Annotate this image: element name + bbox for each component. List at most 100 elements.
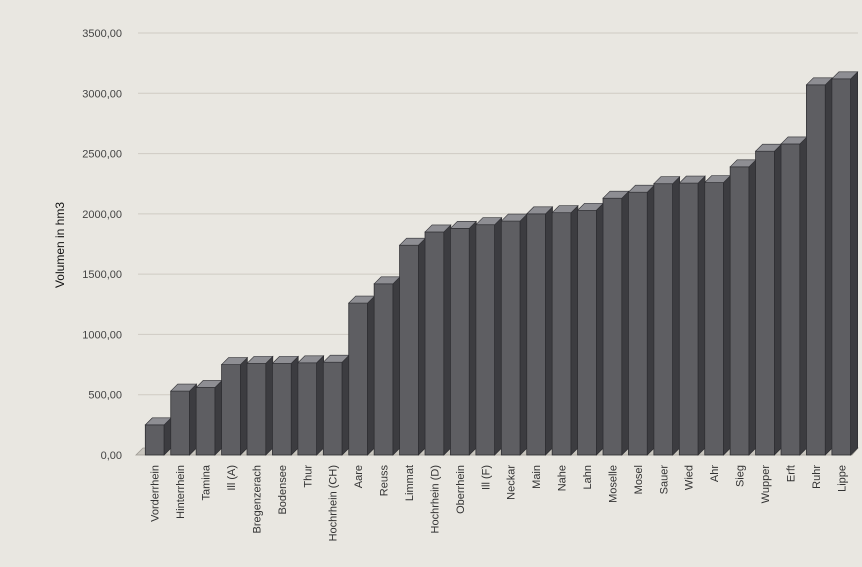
y-tick-label: 0,00 <box>101 450 122 462</box>
x-category-label: Lahn <box>582 465 594 489</box>
y-axis-title: Volumen in hm3 <box>53 202 67 288</box>
y-tick-label: 3500,00 <box>82 28 122 40</box>
bar <box>551 204 579 456</box>
bar-front <box>399 244 419 456</box>
y-tick-label: 2000,00 <box>82 209 122 221</box>
bar-front <box>602 197 623 456</box>
bar-front <box>526 213 546 456</box>
x-category-label: Ahr <box>709 465 721 482</box>
bar <box>500 213 528 456</box>
x-category-label: Reuss <box>379 465 391 497</box>
bar-side <box>240 356 248 456</box>
bar-side <box>799 136 808 456</box>
bar-top <box>805 77 833 86</box>
bar-front <box>551 212 572 456</box>
x-category-label: Bregenzerach <box>251 465 263 534</box>
bar-side <box>316 355 324 456</box>
bar-top <box>653 176 681 185</box>
bar-side <box>189 383 197 456</box>
bar-front <box>577 209 597 456</box>
bar-top <box>449 221 477 229</box>
x-axis-category-labels: Vorderrhein Hinterrhein Tamina Ill (A) Brege… <box>150 464 849 541</box>
x-category-label: Oberrhein <box>455 465 467 514</box>
bar <box>170 383 198 456</box>
bar <box>220 356 249 456</box>
x-category-label: Wied <box>684 465 696 490</box>
bar-top <box>220 357 249 365</box>
bar-front <box>348 302 368 456</box>
x-category-label: Thur <box>302 465 314 488</box>
bar <box>195 379 223 456</box>
bar-side <box>596 202 604 456</box>
bar-top <box>424 224 452 233</box>
bar-front <box>780 143 801 456</box>
bar-side <box>723 174 731 456</box>
bar-top <box>170 383 198 392</box>
bar-front <box>450 227 470 456</box>
bar <box>526 206 554 456</box>
bar-top <box>602 190 630 199</box>
x-category-label: Ruhr <box>811 465 823 489</box>
bar-side <box>494 216 502 456</box>
bar-front <box>729 166 750 456</box>
x-category-label: Ill (F) <box>480 465 492 490</box>
bar-top <box>551 205 579 213</box>
y-tick-label: 2500,00 <box>82 149 122 161</box>
bar-front <box>831 78 852 456</box>
bar-front <box>678 182 699 456</box>
bar-side <box>265 355 274 456</box>
bar-front <box>704 182 724 456</box>
bar-side <box>570 204 579 456</box>
x-category-label: Vorderrhein <box>150 465 162 522</box>
bar <box>653 175 681 456</box>
bar-side <box>621 190 630 456</box>
bar-side <box>214 379 223 456</box>
bar <box>297 355 325 456</box>
bar <box>831 71 859 456</box>
bar-front <box>144 424 165 456</box>
bar-front <box>806 84 826 456</box>
bar <box>398 237 427 456</box>
bar-side <box>443 224 452 456</box>
bar-side <box>748 159 757 456</box>
bar-front <box>322 361 343 456</box>
bar-side <box>697 175 706 456</box>
bar-top <box>271 356 299 364</box>
x-category-label: Lippe <box>836 465 848 492</box>
bar-front <box>170 390 190 456</box>
bars <box>144 71 859 456</box>
x-category-label: Limmat <box>404 465 416 501</box>
bar <box>449 220 477 456</box>
bar-front <box>755 150 775 456</box>
bar <box>373 276 401 456</box>
x-category-label: Sauer <box>658 465 670 495</box>
bar-front <box>500 220 521 456</box>
x-category-label: Aare <box>353 465 365 488</box>
bar-top <box>246 356 274 364</box>
x-category-label: Nahe <box>557 465 569 491</box>
bar <box>144 417 172 456</box>
bar-top <box>297 355 325 364</box>
bar <box>348 295 376 456</box>
bar-front <box>272 362 292 456</box>
x-category-label: Hinterrhein <box>175 465 187 519</box>
bar-top <box>678 175 706 184</box>
x-category-label: Bodensee <box>277 465 289 515</box>
bar <box>780 136 808 456</box>
bar <box>322 354 350 456</box>
bar-side <box>672 175 680 456</box>
bar-side <box>850 71 858 456</box>
bar-side <box>418 237 426 456</box>
bar <box>246 355 274 456</box>
x-category-label: Sieg <box>735 465 747 487</box>
x-category-label: Moselle <box>607 465 619 503</box>
y-axis-tick-labels: 0,00 500,00 1000,00 1500,00 2000,00 2500,00 30… <box>82 28 122 462</box>
x-category-label: Wupper <box>760 465 772 504</box>
bar-side <box>774 143 782 456</box>
bar <box>678 175 706 456</box>
bar <box>754 143 783 456</box>
bar <box>704 174 732 456</box>
bar-side <box>392 276 401 456</box>
bar-front <box>297 362 318 456</box>
